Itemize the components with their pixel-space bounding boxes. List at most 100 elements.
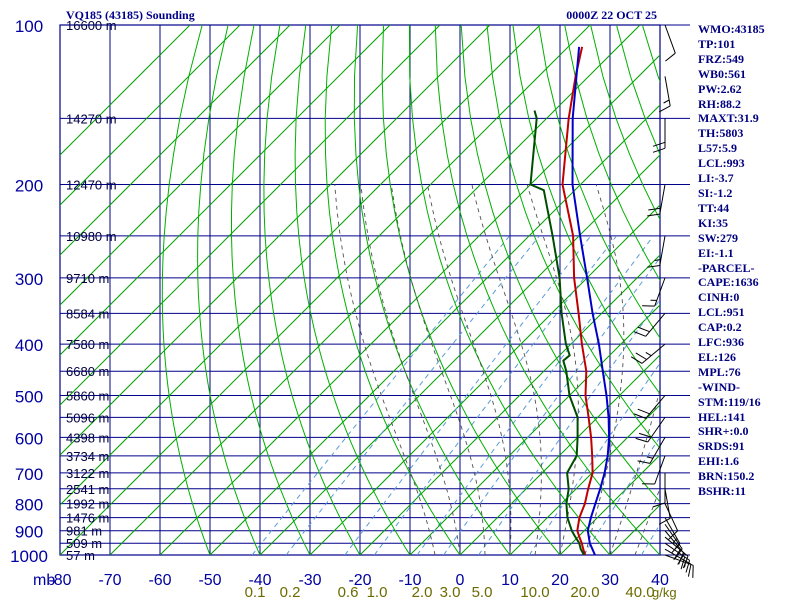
temperature-tick-label: 0 bbox=[456, 572, 465, 589]
isotherm bbox=[60, 25, 341, 306]
pressure-tick-label: 900 bbox=[15, 523, 43, 542]
isotherm bbox=[159, 54, 660, 555]
mixing-ratio-label: 10.0 bbox=[520, 584, 549, 600]
pressure-tick-label: 1000 bbox=[10, 547, 48, 566]
isotherm bbox=[60, 25, 491, 456]
isotherm bbox=[559, 454, 660, 555]
mixing-ratio-line bbox=[251, 235, 510, 555]
temperature-tick-label: -80 bbox=[48, 572, 71, 589]
height-label: 1476 m bbox=[66, 511, 109, 526]
height-label: 509 m bbox=[66, 536, 102, 551]
wind-barb bbox=[633, 313, 666, 337]
height-label: 981 m bbox=[66, 524, 102, 539]
temperature-tick-label: 20 bbox=[551, 572, 569, 589]
temperature-tick-label: -70 bbox=[98, 572, 121, 589]
sounding-index-value: TT:44 bbox=[698, 200, 730, 215]
sounding-index-value: SI:-1.2 bbox=[698, 185, 733, 200]
moist-adiabat bbox=[584, 184, 625, 555]
isotherm bbox=[259, 154, 660, 555]
wind-barb bbox=[647, 184, 666, 217]
sounding-index-value: SRDS:91 bbox=[698, 439, 745, 454]
moist-adiabat bbox=[334, 184, 436, 555]
isotherm bbox=[60, 25, 191, 156]
sounding-indices-panel: WMO:43185 TP:101 FRZ:549 WB0:561 PW:2.62 RH:8… bbox=[698, 22, 798, 499]
isotherm bbox=[60, 25, 241, 206]
sounding-index-value: CINH:0 bbox=[698, 290, 740, 305]
wind-barb bbox=[664, 517, 681, 554]
height-label: 10980 m bbox=[66, 229, 117, 244]
sounding-index-value: EI:-1.1 bbox=[698, 245, 734, 260]
pressure-tick-label: 300 bbox=[15, 270, 43, 289]
height-label: 14270 m bbox=[66, 111, 117, 126]
wind-barb bbox=[635, 417, 666, 443]
temperature-tick-label: 30 bbox=[601, 572, 619, 589]
dry-adiabat bbox=[294, 25, 411, 555]
mixing-ratio-label: 1.0 bbox=[367, 584, 388, 600]
mixing-ratio-line bbox=[443, 256, 660, 555]
temperature-tick-label: -60 bbox=[148, 572, 171, 589]
dry-adiabat bbox=[486, 25, 660, 449]
dry-adiabat bbox=[538, 25, 660, 339]
isotherm bbox=[60, 25, 391, 356]
sounding-index-value: STM:119/16 bbox=[698, 394, 761, 409]
wind-barb bbox=[633, 395, 666, 419]
isotherm bbox=[209, 104, 660, 555]
mixing-ratio-label: 40.0 bbox=[625, 584, 654, 600]
dry-adiabat bbox=[381, 25, 561, 555]
dry-adiabat bbox=[231, 25, 311, 555]
mixing-ratio-label: 0.2 bbox=[280, 584, 301, 600]
sounding-time: 0000Z 22 OCT 25 bbox=[566, 8, 657, 22]
height-label: 57 m bbox=[66, 548, 95, 563]
mixing-ratio-line bbox=[528, 362, 660, 555]
sounding-index-value: MPL:76 bbox=[698, 364, 741, 379]
mixing-ratio-label: 0.1 bbox=[245, 584, 266, 600]
sounding-index-value: SHR+:0.0 bbox=[698, 424, 749, 439]
temperature-tick-label: 40 bbox=[651, 572, 669, 589]
sounding-index-value: LFC:936 bbox=[698, 335, 744, 350]
temperature-tick-label: -50 bbox=[198, 572, 221, 589]
height-label: 1992 m bbox=[66, 497, 109, 512]
wind-barb bbox=[642, 455, 666, 485]
wind-barb bbox=[637, 437, 666, 464]
isotherm bbox=[60, 25, 441, 406]
sounding-index-value: TP:101 bbox=[698, 36, 736, 51]
isotherm bbox=[60, 25, 291, 256]
pressure-tick-label: 500 bbox=[15, 387, 43, 406]
sounding-index-value: TH:5803 bbox=[698, 126, 744, 141]
mixing-ratio-line bbox=[344, 235, 592, 555]
temperature-tick-label: -30 bbox=[298, 572, 321, 589]
mixing-ratio-label: 5.0 bbox=[472, 584, 493, 600]
height-label: 8584 m bbox=[66, 306, 109, 321]
temperature-tick-label: 10 bbox=[501, 572, 519, 589]
temperature-tick-label: -20 bbox=[348, 572, 371, 589]
height-label: 7580 m bbox=[66, 337, 109, 352]
station-title: VQ185 (43185) Sounding bbox=[66, 8, 195, 22]
wind-barb bbox=[658, 488, 671, 525]
sounding-index-value: LCL:951 bbox=[698, 305, 745, 320]
pressure-tick-label: 100 bbox=[15, 17, 43, 36]
sounding-index-value: KI:35 bbox=[698, 215, 728, 230]
sounding-index-value: -WIND- bbox=[698, 379, 740, 394]
parcel-profile-line bbox=[571, 46, 611, 555]
height-label: 4398 m bbox=[66, 430, 109, 445]
dry-adiabat bbox=[353, 25, 511, 555]
dry-adiabat bbox=[434, 25, 660, 555]
wind-barb bbox=[664, 503, 679, 540]
moist-adiabat bbox=[360, 184, 461, 555]
sounding-index-value: BRN:150.2 bbox=[698, 469, 755, 484]
wind-barb bbox=[630, 343, 666, 364]
moist-adiabat bbox=[427, 184, 512, 555]
dry-adiabat bbox=[564, 25, 660, 282]
height-label: 5860 m bbox=[66, 388, 109, 403]
wind-barb bbox=[664, 542, 691, 573]
isotherm bbox=[109, 25, 641, 555]
isotherm bbox=[60, 25, 541, 506]
height-label: 16600 m bbox=[66, 18, 117, 33]
mixing-ratio-label: 2.0 bbox=[412, 584, 433, 600]
moist-adiabat bbox=[609, 387, 660, 555]
wind-barb bbox=[642, 277, 666, 307]
isotherm bbox=[409, 304, 660, 555]
height-label: 5096 m bbox=[66, 410, 109, 425]
moist-adiabat bbox=[634, 486, 660, 555]
